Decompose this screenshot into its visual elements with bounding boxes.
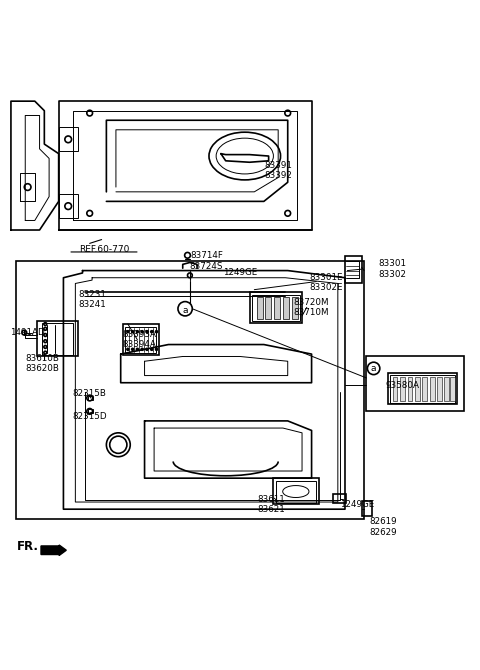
Bar (283, 297, 289, 319)
Text: a: a (371, 364, 376, 373)
Circle shape (127, 348, 129, 350)
Bar (450, 377, 455, 401)
Circle shape (156, 331, 157, 332)
Bar (437, 377, 442, 401)
Text: 82619
82629: 82619 82629 (369, 517, 397, 537)
Bar (250, 292, 302, 323)
Bar (400, 377, 405, 401)
Bar (59, 127, 78, 151)
Text: 93580A: 93580A (385, 381, 419, 390)
Bar (415, 377, 420, 401)
Bar (291, 297, 298, 319)
Bar (388, 373, 457, 404)
Bar (422, 377, 427, 401)
Bar (274, 297, 280, 319)
Bar (88, 409, 93, 413)
Bar (393, 377, 397, 401)
Bar (345, 256, 362, 283)
Bar (430, 377, 435, 401)
Text: 1249GE: 1249GE (223, 269, 257, 277)
Circle shape (367, 362, 380, 375)
Bar (257, 297, 263, 319)
Bar (16, 261, 364, 519)
Bar (276, 481, 316, 502)
Bar (362, 501, 372, 517)
Text: REF.60-770: REF.60-770 (79, 245, 129, 254)
FancyArrow shape (41, 545, 66, 555)
Circle shape (146, 348, 148, 350)
Bar (37, 321, 78, 356)
Circle shape (127, 331, 129, 332)
Bar (408, 377, 412, 401)
Text: 82315B: 82315B (73, 389, 107, 398)
Text: 1249GE: 1249GE (340, 500, 374, 509)
Circle shape (136, 331, 138, 332)
Bar (444, 377, 449, 401)
Bar (333, 494, 347, 503)
Circle shape (156, 348, 157, 350)
Text: 83301E
83302E: 83301E 83302E (309, 273, 343, 292)
Circle shape (141, 348, 143, 350)
Text: 83720M
83710M: 83720M 83710M (294, 297, 329, 317)
Text: 83231
83241: 83231 83241 (78, 289, 106, 309)
Text: 83610B
83620B: 83610B 83620B (25, 354, 59, 373)
Circle shape (146, 331, 148, 332)
Text: 83391
83392: 83391 83392 (264, 161, 292, 180)
Text: 82315D: 82315D (72, 411, 107, 421)
Bar (274, 478, 319, 505)
Circle shape (151, 348, 153, 350)
Text: 1491AD: 1491AD (10, 328, 45, 337)
Bar (59, 194, 78, 218)
Text: 83714F
83724S: 83714F 83724S (190, 251, 223, 271)
Bar (366, 356, 464, 411)
Text: 83301
83302: 83301 83302 (379, 259, 407, 279)
Bar (123, 324, 159, 355)
Text: 83393A
83394A: 83393A 83394A (123, 330, 157, 350)
Circle shape (141, 331, 143, 332)
Circle shape (178, 302, 192, 316)
Circle shape (136, 348, 138, 350)
Circle shape (132, 348, 133, 350)
Bar (88, 396, 93, 400)
Bar (42, 322, 73, 355)
Circle shape (132, 331, 133, 332)
Text: 83611
83621: 83611 83621 (257, 494, 285, 514)
Bar (390, 375, 455, 403)
Circle shape (151, 331, 153, 332)
Text: a: a (182, 306, 188, 315)
Bar (252, 295, 300, 321)
Bar (265, 297, 272, 319)
Text: FR.: FR. (17, 540, 38, 553)
Bar (125, 327, 156, 353)
